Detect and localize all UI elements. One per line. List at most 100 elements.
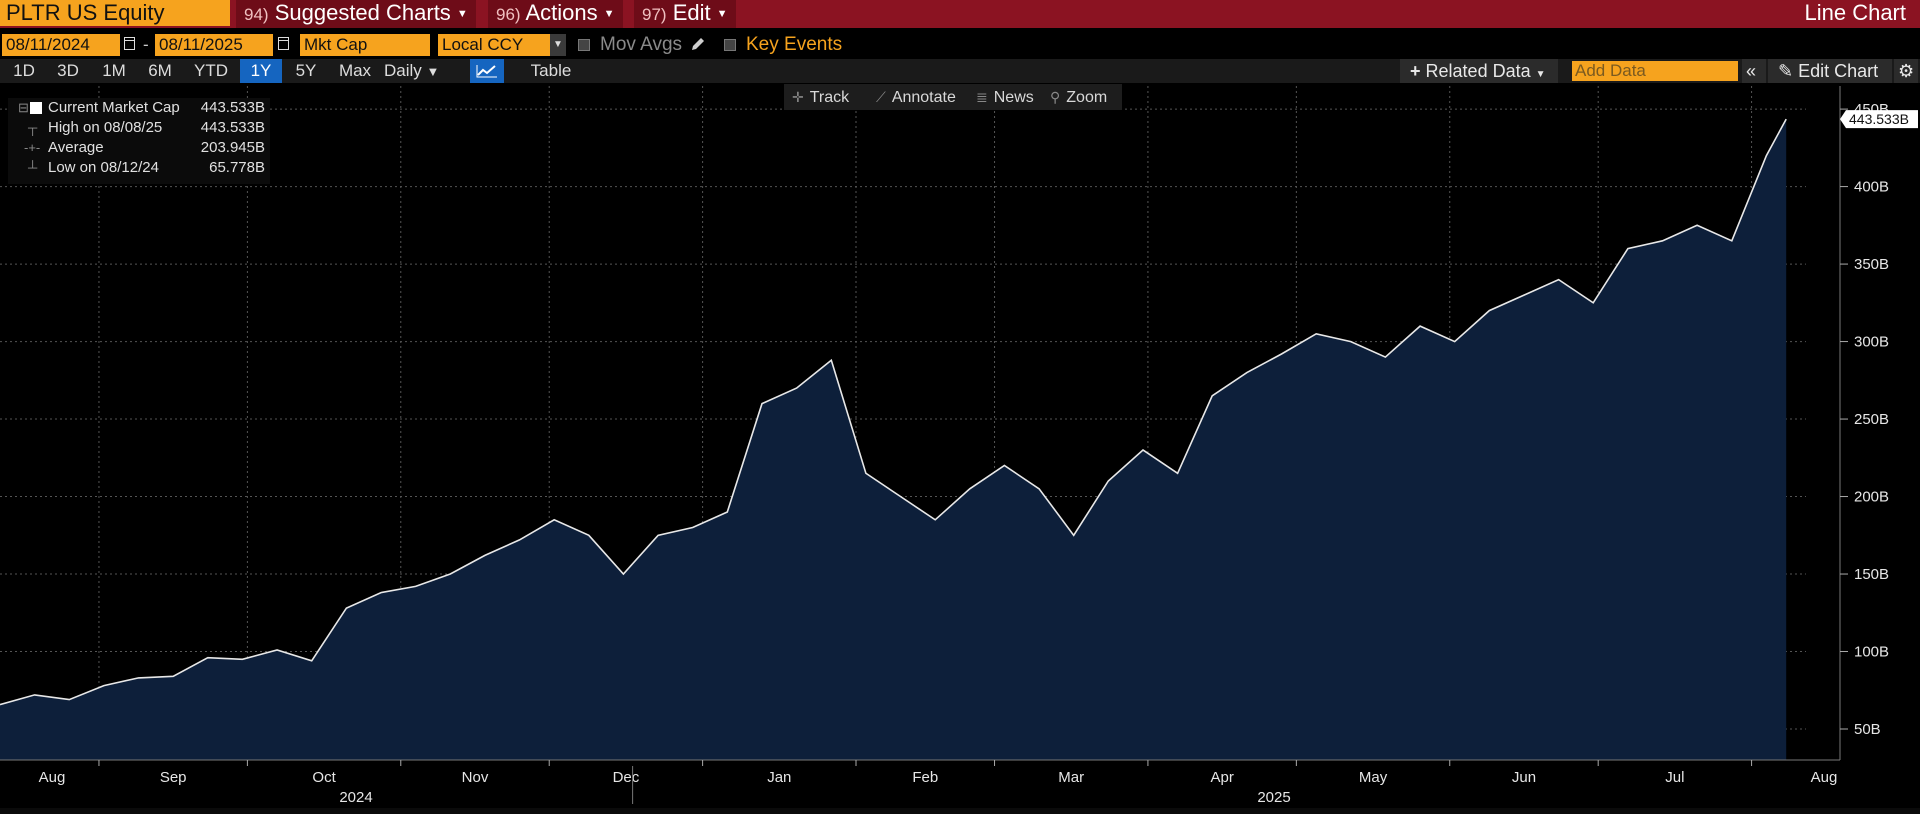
legend-current[interactable]: ⊟ Current Market Cap 443.533B <box>8 98 270 118</box>
key-events-label: Key Events <box>746 34 843 55</box>
period-selector[interactable]: Daily ▼ <box>384 59 454 83</box>
market-cap-area <box>0 119 1787 761</box>
legend-current-label: Current Market Cap <box>48 99 180 116</box>
field-selector[interactable]: Mkt Cap <box>300 34 430 56</box>
high-marker-icon: ┬ <box>28 120 38 135</box>
bottom-scrollbar[interactable] <box>0 808 1920 814</box>
related-data-label: Related Data <box>1425 61 1531 81</box>
range-max-button[interactable]: Max <box>338 61 372 80</box>
track-tool[interactable]: ✛ Track <box>792 84 849 110</box>
chevron-down-icon: ▼ <box>716 8 728 21</box>
legend-average: -+- Average 203.945B <box>8 138 270 158</box>
x-tick-label: May <box>1359 769 1388 786</box>
zoom-tool[interactable]: ⚲ Zoom <box>1050 84 1107 110</box>
edit-label: Edit <box>672 0 711 25</box>
legend-average-label: Average <box>48 139 104 156</box>
settings-gear-icon[interactable]: ⚙ <box>1894 59 1918 83</box>
x-tick-label: Dec <box>613 769 640 786</box>
y-tick-label: 100B <box>1854 644 1889 661</box>
edit-chart-button[interactable]: ✎ Edit Chart <box>1768 59 1892 83</box>
y-tick-label: 50B <box>1854 721 1881 738</box>
x-tick-label: Nov <box>462 769 489 786</box>
legend-high: ┬ High on 08/08/25 443.533B <box>8 118 270 138</box>
magnifier-icon: ⚲ <box>1050 89 1061 105</box>
end-date-field[interactable]: 08/11/2025 <box>155 34 273 56</box>
date-separator: - <box>143 35 149 54</box>
line-chart-type-icon[interactable] <box>470 59 504 83</box>
range-6m-button[interactable]: 6M <box>148 61 172 80</box>
collapse-double-chevron-icon[interactable]: « <box>1742 59 1766 83</box>
legend-low: ┴ Low on 08/12/24 65.778B <box>8 158 270 178</box>
actions-number: 96) <box>496 5 521 24</box>
news-tool[interactable]: ≣ News <box>976 84 1034 110</box>
low-marker-icon: ┴ <box>28 160 38 175</box>
chart-tools-bar: ✛ Track ⟋ Annotate ≣ News ⚲ Zoom <box>784 84 1122 110</box>
range-1y-button[interactable]: 1Y <box>240 59 282 83</box>
x-tick-label: Feb <box>912 769 938 786</box>
suggested-charts-label: Suggested Charts <box>274 0 451 25</box>
tree-collapse-icon[interactable]: ⊟ <box>18 100 29 115</box>
range-toolbar: 1D 3D 1M 6M YTD 1Y 5Y Max Daily ▼ Table … <box>0 59 1920 83</box>
related-data-button[interactable]: + Related Data ▼ <box>1400 59 1558 83</box>
x-tick-label: Oct <box>312 769 336 786</box>
currency-dropdown-icon[interactable]: ▼ <box>550 34 566 56</box>
x-tick-label: Aug <box>1811 769 1838 786</box>
pencil-icon[interactable] <box>690 36 706 52</box>
news-icon: ≣ <box>976 89 988 105</box>
y-tick-label: 200B <box>1854 489 1889 506</box>
suggested-charts-button[interactable]: 94) Suggested Charts ▼ <box>236 0 476 28</box>
actions-button[interactable]: 96) Actions ▼ <box>488 0 623 28</box>
last-value-text: 443.533B <box>1849 111 1909 127</box>
pencil-icon: ✎ <box>1778 61 1794 81</box>
x-tick-label: Mar <box>1058 769 1084 786</box>
legend-current-value: 443.533B <box>200 99 265 116</box>
crosshair-icon: ✛ <box>792 89 804 105</box>
x-tick-label: Jan <box>767 769 791 786</box>
annotate-icon: ⟋ <box>876 89 886 105</box>
add-data-input[interactable]: Add Data <box>1572 61 1738 81</box>
legend-average-value: 203.945B <box>200 139 265 156</box>
y-tick-label: 250B <box>1854 411 1889 428</box>
last-value-marker: 443.533B <box>1840 110 1918 129</box>
range-3d-button[interactable]: 3D <box>57 61 79 80</box>
currency-selector[interactable]: Local CCY <box>438 34 550 56</box>
mov-avgs-label: Mov Avgs <box>600 34 683 55</box>
range-1m-button[interactable]: 1M <box>102 61 126 80</box>
actions-label: Actions <box>525 0 598 25</box>
x-axis: Aug Sep Oct Nov Dec Jan Feb Mar Apr May Jun Jul Aug 2… <box>0 759 1840 806</box>
market-cap-line <box>0 118 1787 706</box>
range-ytd-button[interactable]: YTD <box>194 61 228 80</box>
mov-avgs-checkbox[interactable] <box>578 39 590 51</box>
range-5y-button[interactable]: 5Y <box>295 61 317 80</box>
year-label-2025: 2025 <box>1257 789 1290 806</box>
last-value-tag <box>1840 110 1918 129</box>
chart-controls-row: 08/11/2024 - 08/11/2025 Mkt Cap Local CC… <box>0 32 1920 56</box>
chevron-down-icon: ▼ <box>456 8 468 21</box>
annotate-tool[interactable]: ⟋ Annotate <box>876 84 956 110</box>
series-color-swatch <box>30 102 42 114</box>
calendar-icon[interactable] <box>278 37 289 50</box>
annotate-label: Annotate <box>891 89 956 106</box>
year-label-2024: 2024 <box>339 789 372 806</box>
x-tick-label: Sep <box>160 769 187 786</box>
chart-legend: ⊟ Current Market Cap 443.533B ┬ High on … <box>8 98 270 184</box>
legend-low-value: 65.778B <box>209 159 265 176</box>
range-1d-button[interactable]: 1D <box>13 61 35 80</box>
ticker-field[interactable]: PLTR US Equity <box>0 0 230 26</box>
start-date-field[interactable]: 08/11/2024 <box>2 34 120 56</box>
y-tick-label: 150B <box>1854 566 1889 583</box>
calendar-icon[interactable] <box>124 37 135 50</box>
chevron-down-icon: ▼ <box>1535 69 1546 80</box>
y-tick-label: 350B <box>1854 256 1889 273</box>
period-label: Daily <box>384 61 422 80</box>
x-tick-label: Jun <box>1512 769 1536 786</box>
table-view-button[interactable]: Table <box>530 61 572 80</box>
edit-button[interactable]: 97) Edit ▼ <box>634 0 736 28</box>
legend-high-label: High on 08/08/25 <box>48 119 163 136</box>
key-events-checkbox[interactable] <box>724 39 736 51</box>
chevron-down-icon: ▼ <box>426 64 440 79</box>
x-tick-label: Apr <box>1210 769 1233 786</box>
zoom-label: Zoom <box>1066 89 1108 106</box>
